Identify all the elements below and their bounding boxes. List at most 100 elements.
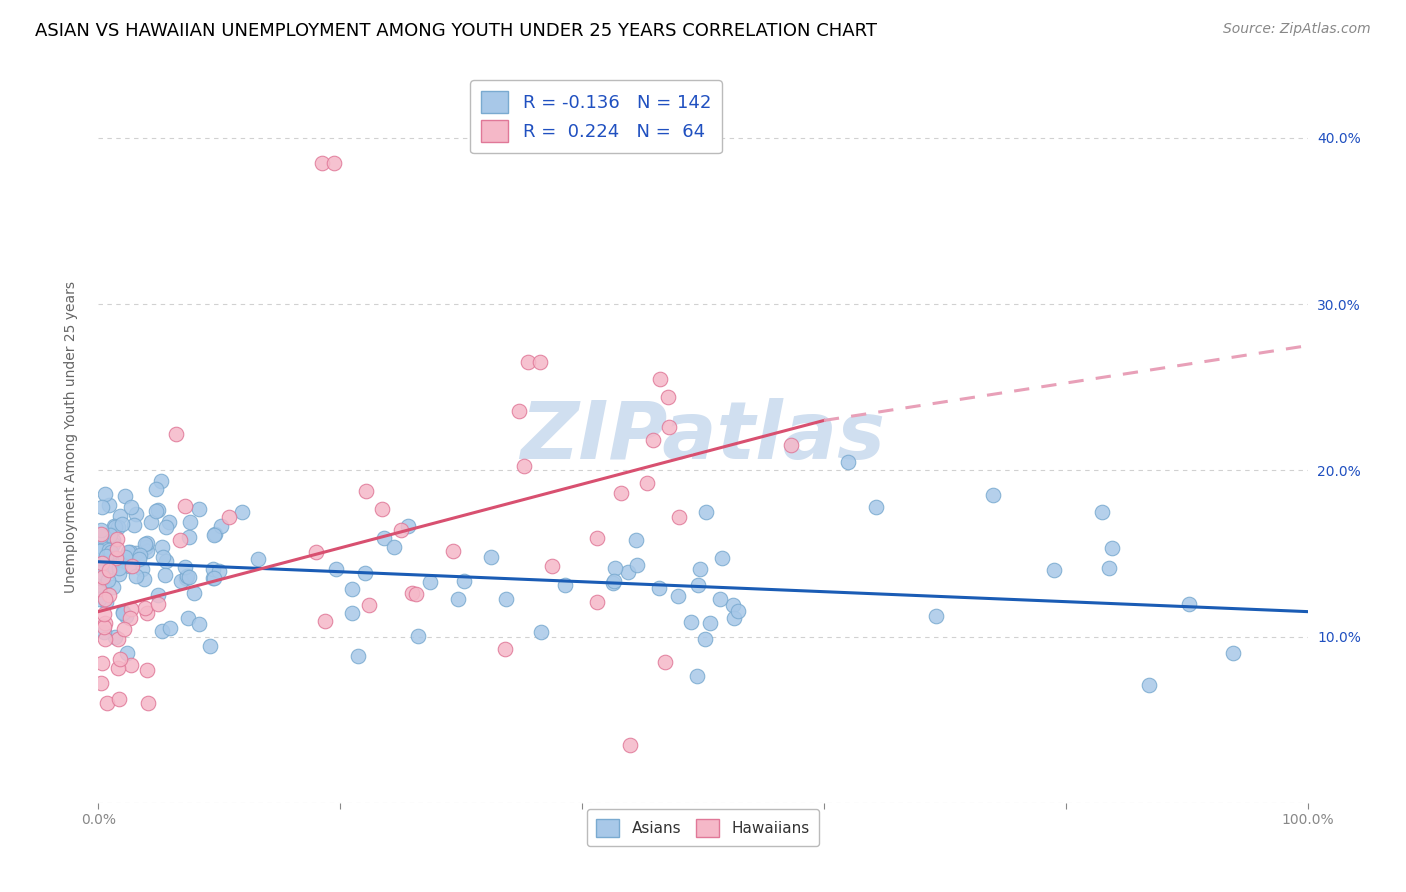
Point xyxy=(188,502,211,516)
Point xyxy=(104,520,127,534)
Point xyxy=(530,625,553,640)
Point xyxy=(132,573,155,587)
Point xyxy=(114,490,136,504)
Point xyxy=(342,606,364,620)
Point xyxy=(201,570,224,584)
Point xyxy=(125,569,148,583)
Point xyxy=(610,485,633,500)
Point xyxy=(139,515,162,529)
Point xyxy=(131,562,153,576)
Point xyxy=(1098,561,1121,575)
Point xyxy=(96,595,118,609)
Point xyxy=(120,611,142,625)
Point xyxy=(695,505,717,519)
Point xyxy=(100,560,122,574)
Point xyxy=(138,696,160,710)
Point xyxy=(396,518,419,533)
Point xyxy=(145,504,167,518)
Point xyxy=(89,582,111,596)
Point xyxy=(198,639,221,653)
Point xyxy=(155,520,177,534)
Point xyxy=(91,570,114,584)
Point xyxy=(98,563,121,577)
Point xyxy=(323,155,346,169)
Point xyxy=(419,575,441,590)
Point xyxy=(636,475,658,490)
Point xyxy=(90,557,112,571)
Point xyxy=(516,355,538,369)
Point xyxy=(118,559,141,574)
Point xyxy=(340,582,363,596)
Point xyxy=(108,652,131,666)
Point xyxy=(529,355,551,369)
Point xyxy=(87,572,110,586)
Point xyxy=(723,599,745,613)
Text: ASIAN VS HAWAIIAN UNEMPLOYMENT AMONG YOUTH UNDER 25 YEARS CORRELATION CHART: ASIAN VS HAWAIIAN UNEMPLOYMENT AMONG YOU… xyxy=(35,22,877,40)
Point xyxy=(693,632,716,647)
Point xyxy=(112,554,135,568)
Point xyxy=(169,533,191,548)
Point xyxy=(603,561,626,575)
Point xyxy=(688,578,710,592)
Point xyxy=(401,586,423,600)
Point xyxy=(586,595,609,609)
Point xyxy=(90,676,112,690)
Point xyxy=(619,738,641,752)
Point xyxy=(90,529,112,543)
Point xyxy=(112,605,135,619)
Point xyxy=(188,617,211,632)
Point xyxy=(494,641,516,656)
Point xyxy=(107,560,129,574)
Point xyxy=(90,565,112,579)
Point xyxy=(157,516,180,530)
Point xyxy=(554,578,576,592)
Point xyxy=(98,588,121,602)
Point xyxy=(90,540,112,554)
Point xyxy=(479,549,502,564)
Point xyxy=(146,503,169,517)
Point xyxy=(98,557,121,571)
Point xyxy=(447,592,470,607)
Point xyxy=(108,692,131,706)
Point xyxy=(93,624,115,639)
Point xyxy=(389,523,412,537)
Point xyxy=(120,500,142,514)
Point xyxy=(134,600,156,615)
Point xyxy=(666,589,689,603)
Point xyxy=(128,552,150,566)
Point xyxy=(93,620,115,634)
Point xyxy=(354,566,377,581)
Point xyxy=(125,546,148,560)
Point xyxy=(650,372,672,386)
Point xyxy=(150,540,173,554)
Point xyxy=(727,604,749,618)
Point xyxy=(136,663,159,677)
Point xyxy=(101,537,124,551)
Point xyxy=(97,573,120,587)
Point xyxy=(710,551,733,566)
Point xyxy=(90,523,112,537)
Point xyxy=(176,568,198,582)
Point xyxy=(780,437,803,451)
Point xyxy=(87,592,110,607)
Point xyxy=(654,656,676,670)
Point xyxy=(100,528,122,542)
Point xyxy=(1042,563,1064,577)
Legend: Asians, Hawaiians: Asians, Hawaiians xyxy=(588,809,818,847)
Point xyxy=(925,609,948,624)
Point xyxy=(159,621,181,635)
Point xyxy=(103,519,125,533)
Point xyxy=(1137,678,1160,692)
Point xyxy=(586,531,609,545)
Point xyxy=(1101,541,1123,555)
Point xyxy=(145,482,167,496)
Point xyxy=(107,632,129,646)
Point xyxy=(405,587,427,601)
Point xyxy=(105,556,128,570)
Point xyxy=(453,574,475,589)
Point xyxy=(723,611,745,625)
Text: ZIPatlas: ZIPatlas xyxy=(520,398,886,476)
Point xyxy=(314,614,336,628)
Point xyxy=(111,516,134,531)
Point xyxy=(382,540,405,554)
